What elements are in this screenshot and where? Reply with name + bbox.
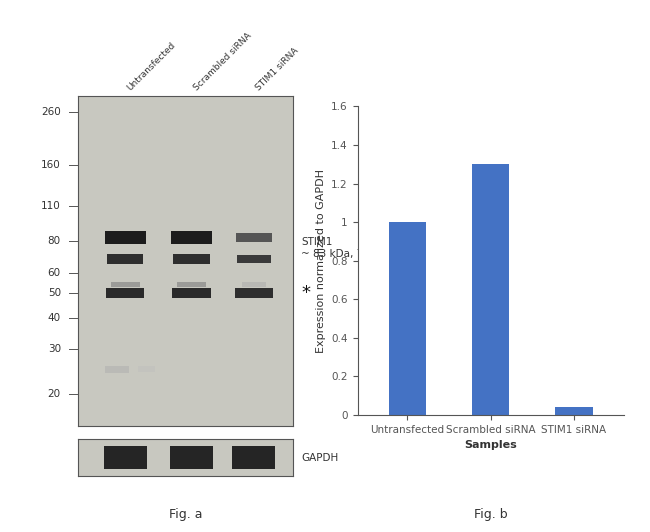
Bar — [105, 231, 146, 244]
Text: 30: 30 — [47, 344, 61, 354]
Bar — [237, 255, 271, 263]
Text: STIM1
~ 83 kDa, 77 kDa: STIM1 ~ 83 kDa, 77 kDa — [301, 237, 394, 259]
Text: Untransfected: Untransfected — [125, 40, 177, 93]
Bar — [236, 232, 272, 242]
Bar — [107, 254, 144, 264]
Text: 260: 260 — [41, 106, 61, 117]
Bar — [172, 231, 212, 244]
Y-axis label: Expression normalized to GAPDH: Expression normalized to GAPDH — [316, 169, 326, 353]
Bar — [472, 164, 510, 415]
Text: GAPDH: GAPDH — [301, 453, 339, 462]
Text: 60: 60 — [47, 268, 61, 278]
Bar — [555, 408, 593, 415]
Bar — [138, 367, 155, 372]
Bar — [172, 288, 211, 298]
Bar — [111, 282, 140, 287]
Bar — [104, 446, 147, 469]
Text: STIM1 siRNA: STIM1 siRNA — [254, 46, 300, 93]
Text: Scrambled siRNA: Scrambled siRNA — [192, 31, 253, 93]
Text: *: * — [301, 284, 310, 302]
Bar — [177, 282, 206, 287]
Bar — [235, 288, 273, 298]
Bar — [242, 282, 266, 287]
Text: 80: 80 — [47, 236, 61, 246]
Text: Fig. b: Fig. b — [474, 508, 508, 521]
Bar — [170, 446, 213, 469]
Text: 50: 50 — [47, 288, 61, 298]
Bar — [233, 446, 276, 469]
Text: 160: 160 — [41, 160, 61, 170]
Bar — [389, 222, 426, 415]
Text: 20: 20 — [47, 389, 61, 399]
Bar — [174, 254, 210, 264]
Text: 40: 40 — [47, 313, 61, 322]
Bar — [105, 365, 129, 373]
X-axis label: Samples: Samples — [464, 440, 517, 450]
Text: 110: 110 — [41, 201, 61, 211]
Text: Fig. a: Fig. a — [168, 508, 202, 521]
Bar — [106, 288, 144, 298]
